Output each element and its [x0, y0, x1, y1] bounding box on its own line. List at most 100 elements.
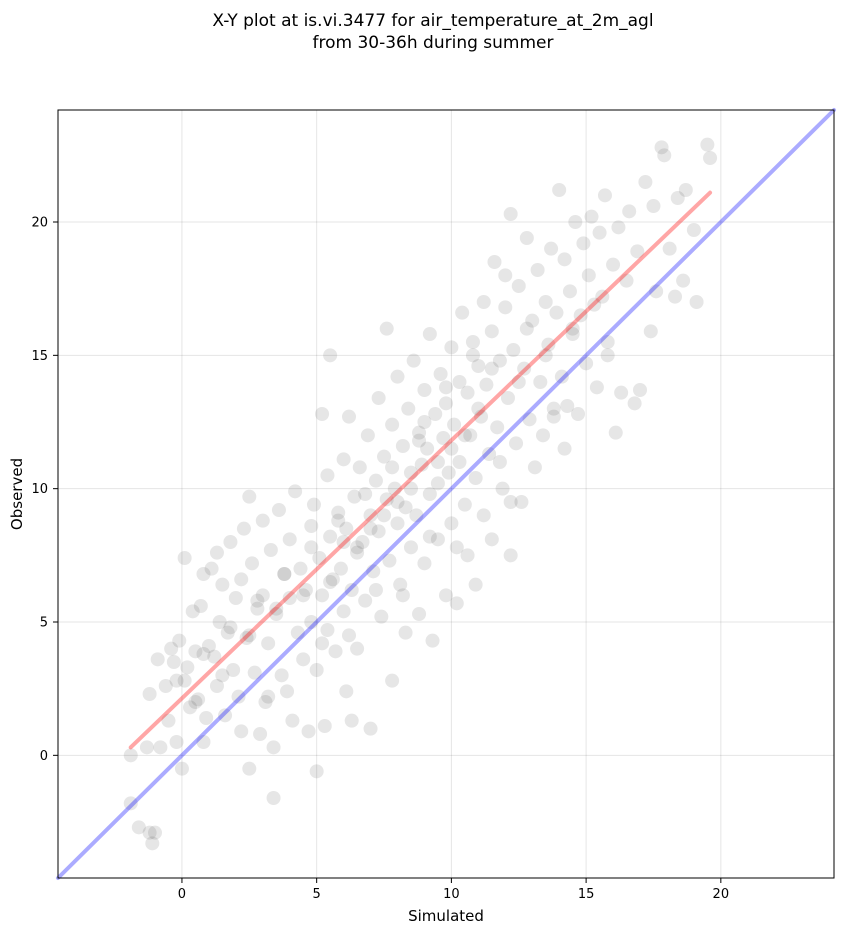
scatter-point — [288, 484, 303, 499]
scatter-point — [600, 335, 615, 349]
scatter-point — [360, 428, 375, 443]
scatter-point — [296, 652, 311, 667]
scatter-point — [344, 583, 359, 597]
scatter-point — [368, 473, 383, 488]
scatter-point — [573, 308, 588, 323]
scatter-point — [363, 521, 378, 536]
scatter-point — [595, 289, 610, 304]
scatter-point — [412, 433, 427, 448]
scatter-point — [600, 348, 615, 363]
scatter-point — [293, 561, 308, 576]
scatter-point — [223, 535, 238, 549]
scatter-point — [363, 721, 378, 736]
scatter-point — [495, 481, 510, 496]
scatter-point — [366, 564, 381, 579]
scatter-point — [150, 652, 165, 667]
scatter-point — [506, 343, 521, 357]
scatter-point — [363, 508, 378, 523]
scatter-point — [145, 836, 160, 851]
scatter-point — [336, 535, 351, 549]
scatter-point — [269, 607, 284, 621]
scatter-point — [500, 391, 515, 405]
scatter-point — [350, 545, 365, 560]
scatter-point — [460, 548, 475, 563]
scatter-point — [689, 295, 704, 309]
scatter-point — [269, 601, 284, 616]
scatter-point — [390, 369, 405, 384]
scatter-point — [169, 735, 184, 749]
scatter-point — [309, 663, 324, 677]
axis-ticks: 0 5 10 15 20 0 5 10 15 20 — [31, 216, 729, 903]
scatter-point — [430, 476, 445, 491]
scatter-point — [239, 631, 254, 645]
scatter-point — [638, 175, 653, 189]
scatter-point — [452, 455, 467, 469]
scatter-point — [188, 644, 203, 659]
scatter-point — [654, 140, 669, 155]
scatter-point — [385, 673, 400, 688]
scatter-point — [484, 324, 499, 339]
scatter-point — [255, 588, 270, 603]
scatter-point — [250, 593, 265, 608]
scatter-point — [139, 740, 154, 755]
scatter-point — [398, 500, 413, 515]
scatter-point — [312, 551, 327, 565]
scatter-point — [390, 516, 405, 531]
scatter-point — [177, 551, 192, 565]
scatter-point — [191, 692, 206, 707]
scatter-point — [425, 633, 440, 648]
scatter-point — [433, 367, 448, 381]
scatter-point — [323, 575, 338, 589]
scatter-point — [339, 521, 354, 536]
scatter-point — [606, 257, 621, 272]
scatter-point — [174, 761, 189, 776]
scatter-point — [317, 719, 332, 733]
scatter-point — [161, 713, 176, 728]
scatter-point — [519, 321, 534, 336]
scatter-point — [541, 337, 556, 352]
scatter-point — [509, 436, 524, 451]
scatter-point — [323, 529, 338, 544]
scatter-point — [439, 588, 453, 603]
scatter-point — [522, 412, 537, 427]
scatter-point — [336, 604, 351, 619]
x-axis-label: Simulated — [408, 907, 484, 925]
scatter-point — [420, 441, 435, 456]
scatter-point — [320, 623, 335, 637]
scatter-point — [562, 284, 577, 299]
scatter-point — [355, 535, 370, 549]
scatter-point — [444, 441, 459, 456]
scatter-point — [619, 273, 634, 288]
scatter-point — [166, 655, 181, 669]
scatter-point — [649, 284, 664, 299]
scatter-point — [148, 825, 162, 840]
chart-title-line-2: from 30-36h during summer — [313, 33, 554, 53]
scatter-point — [627, 396, 642, 411]
x-tick-label: 20 — [713, 887, 730, 902]
scatter-point — [430, 532, 445, 547]
scatter-point — [614, 385, 629, 400]
scatter-point — [342, 409, 356, 424]
scatter-point — [554, 369, 569, 384]
scatter-point — [498, 268, 513, 283]
scatter-point — [234, 724, 249, 739]
scatter-point — [390, 495, 405, 509]
scatter-point — [315, 636, 330, 651]
scatter-point — [511, 375, 526, 389]
scatter-point — [422, 327, 437, 341]
scatter-point — [476, 295, 491, 309]
scatter-point — [474, 409, 489, 424]
scatter-point — [468, 471, 483, 485]
scatter-point — [441, 465, 456, 480]
scatter-point — [261, 689, 276, 704]
scatter-point — [123, 748, 138, 763]
scatter-point — [320, 468, 335, 483]
scatter-point — [592, 225, 607, 240]
regression-line — [128, 190, 713, 750]
scatter-point — [261, 636, 276, 651]
scatter-point — [492, 455, 507, 469]
scatter-point — [463, 428, 478, 443]
scatter-point — [242, 761, 257, 776]
scatter-point — [158, 679, 173, 693]
